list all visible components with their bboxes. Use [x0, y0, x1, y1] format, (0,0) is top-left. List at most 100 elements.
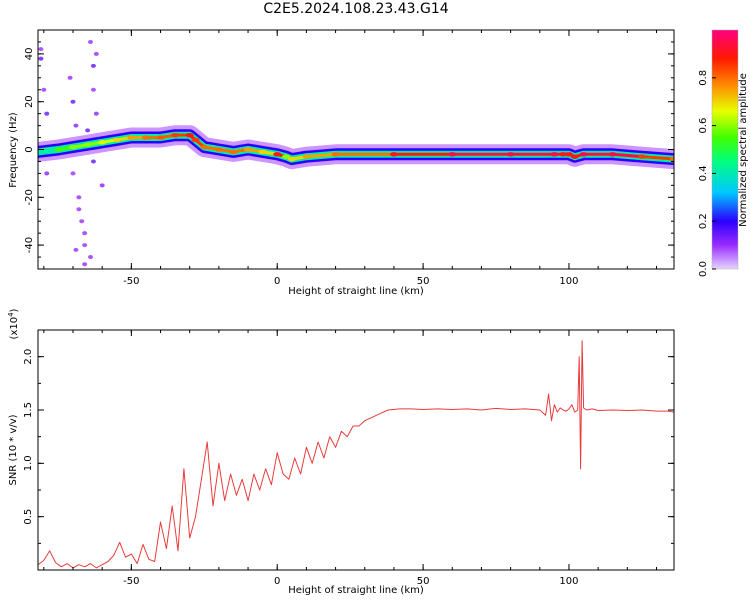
- y-tick-label: 2.0: [23, 349, 34, 365]
- ridge-point: [200, 144, 209, 150]
- noise-blob: [73, 123, 79, 128]
- y-tick-label: 1.5: [23, 402, 34, 418]
- ridge-point: [69, 144, 78, 150]
- ridge-point: [229, 149, 238, 155]
- colorbar: 0.0 0.2 0.4 0.6 0.8 Normalized spectral ampl…: [698, 29, 749, 277]
- noise-blob: [90, 87, 96, 92]
- noise-blob: [70, 99, 76, 104]
- ridge-point: [185, 132, 194, 138]
- noise-blob: [82, 262, 88, 267]
- x-tick-label: -50: [123, 276, 139, 287]
- snr-scale-exponent: 4: [7, 312, 15, 317]
- ridge-point: [506, 152, 515, 157]
- ridge-point: [171, 132, 180, 138]
- ridge-point: [112, 137, 121, 143]
- noise-blob: [38, 47, 44, 52]
- noise-blob: [90, 63, 96, 68]
- noise-blob: [76, 207, 82, 212]
- ridge-point: [83, 142, 92, 147]
- ridge-point: [448, 152, 457, 157]
- y-tick-label: -40: [24, 237, 35, 253]
- ridge-point: [258, 149, 267, 155]
- ridge-point: [564, 152, 573, 157]
- noise-blob: [73, 247, 79, 252]
- x-tick-label: -50: [123, 576, 139, 587]
- noise-blob: [70, 171, 76, 176]
- ridge-point: [54, 147, 63, 152]
- ridge-point: [281, 154, 290, 159]
- noise-blob: [44, 171, 50, 176]
- x-tick-label: 0: [274, 276, 280, 287]
- colorbar-tick-label: 0.0: [698, 261, 709, 277]
- ridge-point: [191, 137, 200, 143]
- colorbar-frame: [711, 29, 739, 270]
- spectrogram-marks: [38, 39, 674, 267]
- colorbar-ticks: 0.0 0.2 0.4 0.6 0.8: [698, 70, 716, 277]
- y-tick-label: 1.0: [23, 455, 34, 471]
- noise-blob: [88, 39, 94, 44]
- ridge-point: [389, 152, 398, 157]
- colorbar-tick-label: 0.8: [698, 70, 709, 86]
- x-tick-label: 100: [559, 576, 578, 587]
- ridge-point: [559, 152, 568, 157]
- y-tick-label: 0.5: [23, 509, 34, 525]
- noise-blob: [85, 128, 91, 133]
- ridge-core-segment: [611, 152, 644, 159]
- colorbar-tick-label: 0.2: [698, 213, 709, 229]
- ridge-point: [637, 154, 646, 159]
- spectrogram-xlabel: Height of straight line (km): [288, 286, 424, 297]
- figure-title: C2E5.2024.108.23.43.G14: [263, 1, 449, 17]
- ridge-point: [38, 149, 42, 155]
- ridge-point: [670, 156, 674, 162]
- ridge-point: [579, 152, 588, 157]
- x-tick-label: 100: [559, 276, 578, 287]
- snr-panel: -50 0 50 100 0.5 1.0 1.5 2.0 Height of straight…: [7, 308, 675, 596]
- snr-line: [38, 340, 674, 569]
- noise-blob: [38, 56, 44, 61]
- colorbar-label: Normalized spectral amplitude: [738, 73, 749, 227]
- snr-ticks: -50 0 50 100 0.5 1.0 1.5 2.0: [23, 329, 674, 587]
- noise-blob: [93, 51, 99, 56]
- snr-xlabel: Height of straight line (km): [288, 585, 424, 596]
- ridge-point: [550, 152, 559, 157]
- spectrogram-ticks: -50 0 50 100 -40 -20 0 20 40: [24, 29, 674, 287]
- y-tick-label: 0: [24, 146, 35, 152]
- ridge-point: [331, 152, 340, 157]
- noise-blob: [76, 195, 82, 200]
- noise-blob: [90, 159, 96, 164]
- ridge-point: [244, 147, 253, 152]
- noise-blob: [99, 183, 105, 188]
- ridge-point: [570, 154, 579, 159]
- colorbar-tick-label: 0.6: [698, 118, 709, 134]
- y-tick-label: 20: [24, 95, 35, 108]
- noise-blob: [82, 243, 88, 248]
- x-tick-label: 0: [274, 576, 280, 587]
- y-tick-label: -20: [24, 189, 35, 205]
- ridge-point: [273, 152, 282, 157]
- x-tick-label: 50: [417, 276, 430, 287]
- y-tick-label: 40: [24, 48, 35, 61]
- snr-scale-suffix: ): [9, 308, 20, 312]
- snr-scale-prefix: (x10: [9, 317, 20, 340]
- noise-blob: [82, 231, 88, 236]
- ridge-point: [156, 135, 165, 140]
- ridge-core-segment: [640, 155, 674, 161]
- spectrogram-ylabel: Frequency (Hz): [8, 112, 19, 188]
- snr-ylabel: SNR (10 * v/v): [8, 414, 19, 485]
- noise-blob: [88, 255, 94, 260]
- ridge-point: [608, 152, 617, 157]
- noise-blob: [79, 219, 85, 224]
- ridge-point: [127, 135, 136, 140]
- noise-blob: [93, 111, 99, 116]
- ridge-point: [141, 135, 150, 140]
- colorbar-tick-label: 0.4: [698, 165, 709, 181]
- noise-blob: [44, 111, 50, 116]
- ridge-point: [98, 140, 107, 145]
- spectrogram-panel: -50 0 50 100 -40 -20 0 20 40 Height of straight …: [8, 29, 675, 297]
- ridge-point: [302, 154, 311, 159]
- x-tick-label: 50: [417, 576, 430, 587]
- snr-marks: [38, 340, 674, 569]
- noise-blob: [41, 87, 47, 92]
- ridge-core-segment: [304, 152, 338, 159]
